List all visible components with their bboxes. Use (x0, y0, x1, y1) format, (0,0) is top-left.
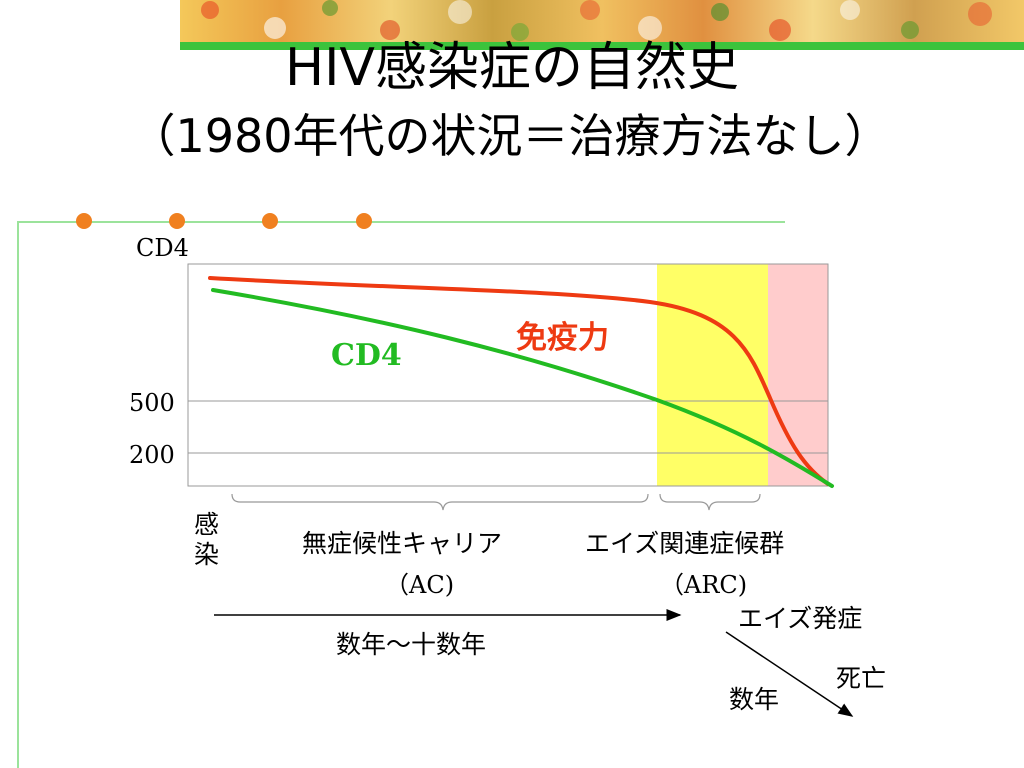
brace-ac (231, 493, 649, 511)
phase-band-aids (768, 264, 828, 486)
death-label: 死亡 (836, 664, 887, 693)
aids-onset-label: エイズ発症 (738, 604, 863, 633)
phase-label-ac: 無症候性キャリア (302, 529, 503, 558)
divider-line (17, 221, 785, 223)
series-label-immunity: 免疫力 (516, 320, 609, 356)
bullet-dot-icon (76, 213, 92, 229)
death-arrow (725, 631, 854, 717)
series-line-immunity (208, 276, 830, 486)
header-banner-image (180, 0, 1024, 42)
ac-duration-label: 数年～十数年 (336, 630, 487, 659)
bullet-dot-icon (262, 213, 278, 229)
bullet-dot-icon (356, 213, 372, 229)
page-title: HIV感染症の自然史 (284, 38, 739, 98)
y-tick-label-200: 200 (129, 441, 175, 469)
phase-band-arc (657, 264, 768, 486)
page-subtitle: （1980年代の状況＝治療方法なし） (129, 109, 891, 163)
infection-label: 感染 (194, 510, 220, 569)
brace-arc (659, 493, 761, 511)
phase-abbr-ac: （AC) (385, 571, 455, 599)
bullet-dot-icon (169, 213, 185, 229)
phase-abbr-arc: （ARC) (660, 571, 748, 599)
left-border-line (17, 222, 19, 768)
y-tick-label-500: 500 (129, 389, 175, 417)
series-label-cd4: CD4 (331, 338, 402, 373)
header-green-bar (180, 42, 1024, 50)
death-duration-label: 数年 (729, 685, 780, 714)
y-axis-label: CD4 (136, 234, 189, 262)
series-line-cd4 (211, 288, 834, 488)
plot-area-frame (187, 263, 829, 487)
flower-pattern-icon (201, 0, 992, 41)
phase-label-arc: エイズ関連症候群 (585, 529, 785, 558)
